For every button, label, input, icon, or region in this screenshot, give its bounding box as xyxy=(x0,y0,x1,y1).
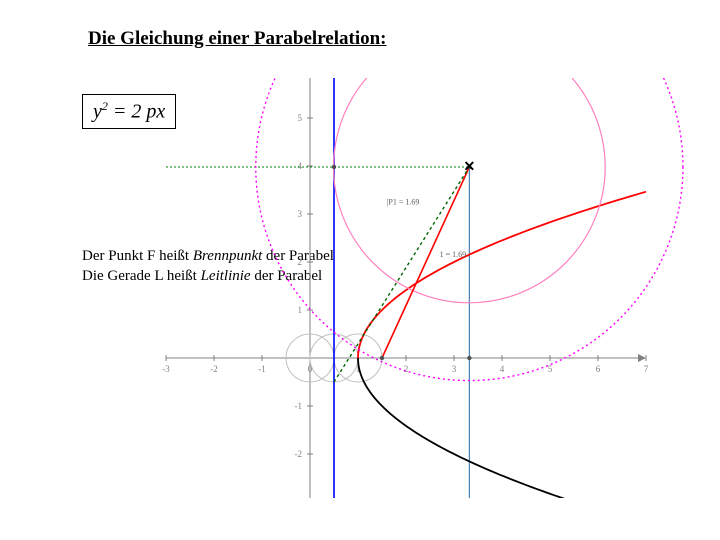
x-tick-label: 2 xyxy=(404,364,409,374)
x-tick-label: 7 xyxy=(644,364,649,374)
parabola-lower xyxy=(358,358,646,498)
x-tick-label: 0 xyxy=(308,364,313,374)
y-tick-label: 5 xyxy=(298,113,303,123)
x-tick-label: -3 xyxy=(162,364,170,374)
y-tick-label: 2 xyxy=(298,257,303,267)
distance-label: |P1 = 1.69 xyxy=(387,197,420,206)
equation-rhs: = 2 px xyxy=(113,101,165,123)
x-tick-label: -1 xyxy=(258,364,266,374)
point-on-leitlinie xyxy=(332,165,336,169)
x-axis-arrow xyxy=(638,354,646,362)
y-tick-label: -2 xyxy=(295,449,303,459)
equation-lhs-base: y xyxy=(93,101,102,123)
y-tick-label: -3 xyxy=(295,497,303,498)
y-tick-label: 3 xyxy=(298,209,303,219)
x-tick-label: 3 xyxy=(452,364,457,374)
x-tick-label: 5 xyxy=(548,364,553,374)
equation-lhs-exp: 2 xyxy=(102,99,108,113)
x-tick-label: 6 xyxy=(596,364,601,374)
y-tick-label: 1 xyxy=(298,305,303,315)
point-p-cross: ✕ xyxy=(463,160,475,175)
y-tick-label: 4 xyxy=(298,161,303,171)
y-tick-label: -1 xyxy=(295,401,303,411)
page-title: Die Gleichung einer Parabelrelation: xyxy=(88,28,387,50)
p-x-intercept xyxy=(467,356,471,360)
parabola-plot: -3-2-101234567-3-2-1123456✕|P1 = 1.691 =… xyxy=(160,78,700,498)
x-tick-label: 4 xyxy=(500,364,505,374)
distance-label: 1 = 1.69 xyxy=(440,250,467,259)
focus-point xyxy=(380,356,384,360)
focus-to-p xyxy=(382,167,469,358)
x-tick-label: -2 xyxy=(210,364,218,374)
